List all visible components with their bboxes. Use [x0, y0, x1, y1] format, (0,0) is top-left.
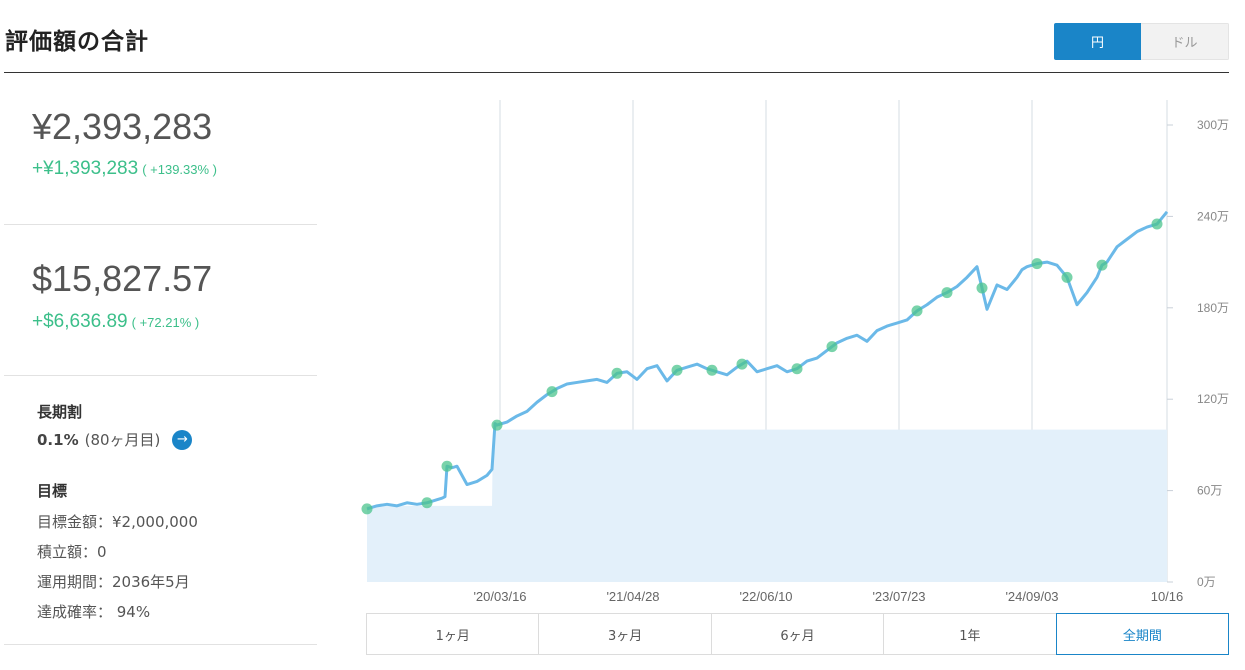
long-term-discount-label: 長期割	[37, 403, 83, 421]
chart-marker	[941, 287, 953, 299]
valuation-chart: '20/03/16 '21/04/28 '22/06/10 '23/07/23 '24/…	[330, 100, 1240, 615]
goal-probability: 達成確率： 94%	[37, 603, 151, 621]
x-tick-label: '22/06/10	[739, 589, 792, 604]
chart-marker	[361, 503, 373, 515]
chart-svg: '20/03/16 '21/04/28 '22/06/10 '23/07/23 '24/…	[361, 100, 1229, 604]
y-tick-label: 240万	[1197, 209, 1229, 223]
range-1y-button[interactable]: 1年	[884, 614, 1057, 654]
total-value-jpy: ¥2,393,283	[32, 106, 213, 147]
chart-marker	[706, 364, 718, 376]
y-tick-label: 180万	[1197, 301, 1229, 315]
goal-contribution: 積立額：0	[37, 543, 107, 561]
gain-usd: +$6,636.89( +72.21% )	[32, 311, 199, 333]
y-tick-label: 60万	[1197, 484, 1222, 498]
chart-marker	[491, 419, 503, 431]
currency-usd-button[interactable]: ドル	[1141, 23, 1229, 60]
principal-area	[367, 429, 1167, 582]
y-tick-label: 300万	[1197, 118, 1229, 132]
x-tick-label: 10/16	[1151, 589, 1184, 604]
chart-marker	[911, 305, 923, 317]
long-term-discount-rate: 0.1%	[37, 430, 79, 449]
chart-marker	[736, 358, 748, 370]
total-value-usd: $15,827.57	[32, 258, 213, 299]
range-3m-button[interactable]: 3ヶ月	[539, 614, 712, 654]
goal-label: 目標	[37, 482, 68, 500]
chart-marker	[1061, 271, 1073, 283]
chart-marker	[1031, 258, 1043, 270]
range-1m-button[interactable]: 1ヶ月	[367, 614, 540, 654]
chart-marker	[441, 460, 453, 472]
gain-jpy-amount: +¥1,393,283	[32, 158, 139, 179]
gain-usd-pct: ( +72.21% )	[131, 315, 200, 330]
chart-marker	[1096, 259, 1108, 271]
goal-target-amount: 目標金額：¥2,000,000	[37, 513, 198, 531]
chart-marker	[976, 282, 988, 294]
chart-marker	[671, 364, 683, 376]
page-title: 評価額の合計	[5, 29, 149, 55]
currency-toggle[interactable]: 円 ドル	[1054, 23, 1229, 60]
summary-divider	[4, 375, 317, 376]
y-tick-label: 120万	[1197, 392, 1229, 406]
chart-marker	[826, 341, 838, 353]
y-tick-label: 0万	[1197, 575, 1216, 589]
long-term-discount-value: 0.1% (80ヶ月目) →	[37, 429, 193, 450]
x-tick-label: '20/03/16	[473, 589, 526, 604]
gain-jpy-pct: ( +139.33% )	[142, 162, 217, 177]
gain-jpy: +¥1,393,283( +139.33% )	[32, 158, 217, 180]
range-all-button[interactable]: 全期間	[1055, 613, 1230, 655]
summary-divider	[4, 224, 317, 225]
header-divider	[4, 72, 1229, 73]
long-term-discount-months: (80ヶ月目)	[84, 431, 161, 449]
chart-marker	[421, 497, 433, 509]
arrow-right-icon[interactable]: →	[172, 429, 193, 450]
range-6m-button[interactable]: 6ヶ月	[712, 614, 885, 654]
gain-usd-amount: +$6,636.89	[32, 311, 128, 332]
x-tick-label: '24/09/03	[1005, 589, 1058, 604]
range-selector[interactable]: 1ヶ月 3ヶ月 6ヶ月 1年 全期間	[366, 613, 1230, 655]
chart-marker	[611, 367, 623, 379]
x-tick-label: '23/07/23	[872, 589, 925, 604]
chart-marker	[791, 363, 803, 375]
chart-marker	[1151, 218, 1163, 230]
summary-divider	[4, 644, 317, 645]
chart-marker	[546, 386, 558, 398]
x-tick-label: '21/04/28	[606, 589, 659, 604]
currency-jpy-button[interactable]: 円	[1054, 23, 1141, 60]
goal-period: 運用期間：2036年5月	[37, 573, 190, 591]
